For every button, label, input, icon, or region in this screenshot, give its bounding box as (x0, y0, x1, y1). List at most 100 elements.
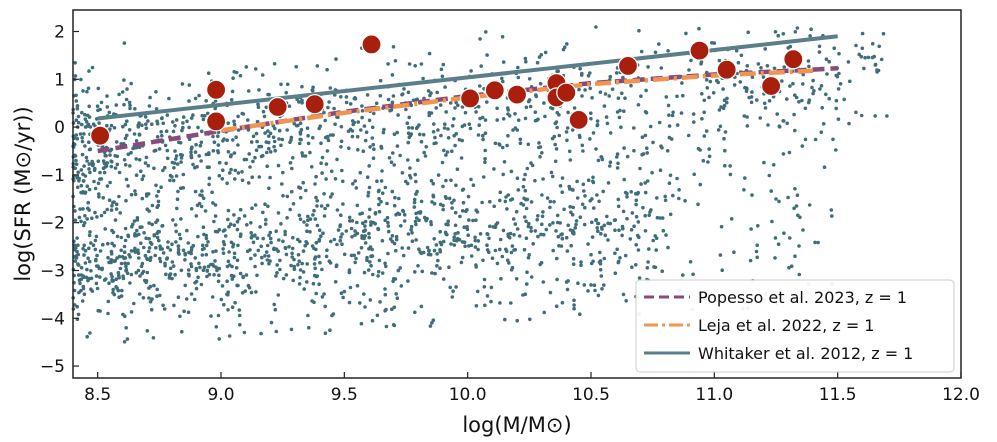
galaxy-point (707, 95, 711, 100)
galaxy-point (143, 278, 147, 283)
galaxy-point (300, 261, 305, 266)
galaxy-point (570, 128, 575, 132)
galaxy-point (432, 141, 437, 146)
galaxy-point (723, 148, 727, 153)
galaxy-point (310, 88, 315, 93)
galaxy-point (107, 198, 112, 202)
galaxy-point (298, 195, 303, 200)
galaxy-point (320, 295, 325, 299)
galaxy-point (201, 268, 206, 273)
galaxy-point (681, 273, 685, 277)
galaxy-point (390, 189, 395, 194)
galaxy-point (436, 258, 440, 263)
galaxy-point (144, 122, 148, 126)
galaxy-point (745, 124, 750, 128)
galaxy-point (155, 194, 159, 198)
galaxy-point (380, 271, 385, 275)
galaxy-point (410, 231, 414, 235)
galaxy-point (574, 219, 579, 223)
galaxy-point (417, 247, 421, 251)
galaxy-point (216, 150, 221, 155)
galaxy-point (156, 199, 161, 204)
galaxy-point (369, 263, 373, 268)
galaxy-point (527, 98, 532, 102)
galaxy-point (83, 112, 87, 117)
observed-galaxy-marker (568, 109, 589, 131)
galaxy-point (539, 53, 544, 57)
galaxy-point (274, 274, 278, 278)
galaxy-point (353, 260, 358, 265)
galaxy-point (429, 222, 434, 227)
galaxy-point (554, 147, 559, 151)
galaxy-point (634, 263, 638, 267)
galaxy-point (736, 60, 741, 65)
galaxy-point (441, 207, 446, 212)
galaxy-point (312, 208, 316, 213)
galaxy-point (639, 182, 643, 186)
galaxy-point (509, 169, 514, 174)
galaxy-point (474, 304, 479, 308)
galaxy-point (412, 200, 417, 205)
galaxy-point (156, 189, 161, 194)
galaxy-point (634, 214, 639, 219)
galaxy-point (119, 235, 124, 240)
galaxy-point (562, 45, 567, 50)
galaxy-point (123, 122, 128, 127)
galaxy-point (553, 159, 558, 164)
galaxy-point (137, 158, 142, 162)
galaxy-point (85, 267, 89, 272)
galaxy-point (152, 166, 156, 171)
galaxy-point (373, 211, 378, 215)
galaxy-point (595, 193, 599, 197)
galaxy-point (524, 236, 529, 240)
galaxy-point (126, 261, 130, 266)
x-tick-label: 10.5 (572, 385, 610, 405)
galaxy-point (540, 214, 545, 219)
galaxy-point (197, 261, 201, 266)
galaxy-point (789, 264, 794, 269)
galaxy-point (120, 90, 125, 94)
galaxy-point (104, 277, 108, 281)
galaxy-point (249, 221, 253, 225)
galaxy-point (396, 268, 401, 273)
galaxy-point (846, 60, 851, 64)
galaxy-point (213, 203, 218, 207)
galaxy-point (194, 268, 199, 273)
galaxy-point (93, 166, 97, 171)
galaxy-point (592, 283, 597, 288)
galaxy-point (328, 195, 333, 199)
galaxy-point (493, 141, 498, 146)
galaxy-point (181, 121, 185, 125)
galaxy-point (266, 204, 270, 209)
galaxy-point (120, 288, 124, 293)
galaxy-point (226, 150, 231, 154)
galaxy-point (518, 137, 523, 142)
galaxy-point (834, 148, 838, 152)
galaxy-point (476, 133, 481, 137)
galaxy-point (314, 240, 319, 245)
galaxy-point (885, 114, 889, 118)
galaxy-point (325, 149, 330, 153)
galaxy-point (137, 256, 141, 260)
galaxy-point (466, 194, 471, 199)
galaxy-point (189, 207, 194, 211)
galaxy-point (468, 126, 473, 131)
galaxy-point (96, 308, 100, 313)
galaxy-point (170, 260, 175, 264)
galaxy-point (232, 151, 237, 155)
galaxy-point (144, 194, 149, 198)
galaxy-point (441, 203, 445, 208)
galaxy-point (355, 283, 360, 288)
galaxy-point (107, 110, 112, 115)
galaxy-point (807, 203, 812, 207)
galaxy-point (283, 246, 288, 250)
galaxy-point (813, 137, 818, 142)
galaxy-point (370, 125, 375, 130)
galaxy-point (139, 241, 143, 245)
galaxy-point (806, 59, 811, 63)
galaxy-point (359, 246, 364, 250)
galaxy-point (628, 237, 633, 241)
galaxy-point (483, 118, 488, 122)
galaxy-point (358, 301, 362, 305)
galaxy-point (471, 218, 475, 223)
